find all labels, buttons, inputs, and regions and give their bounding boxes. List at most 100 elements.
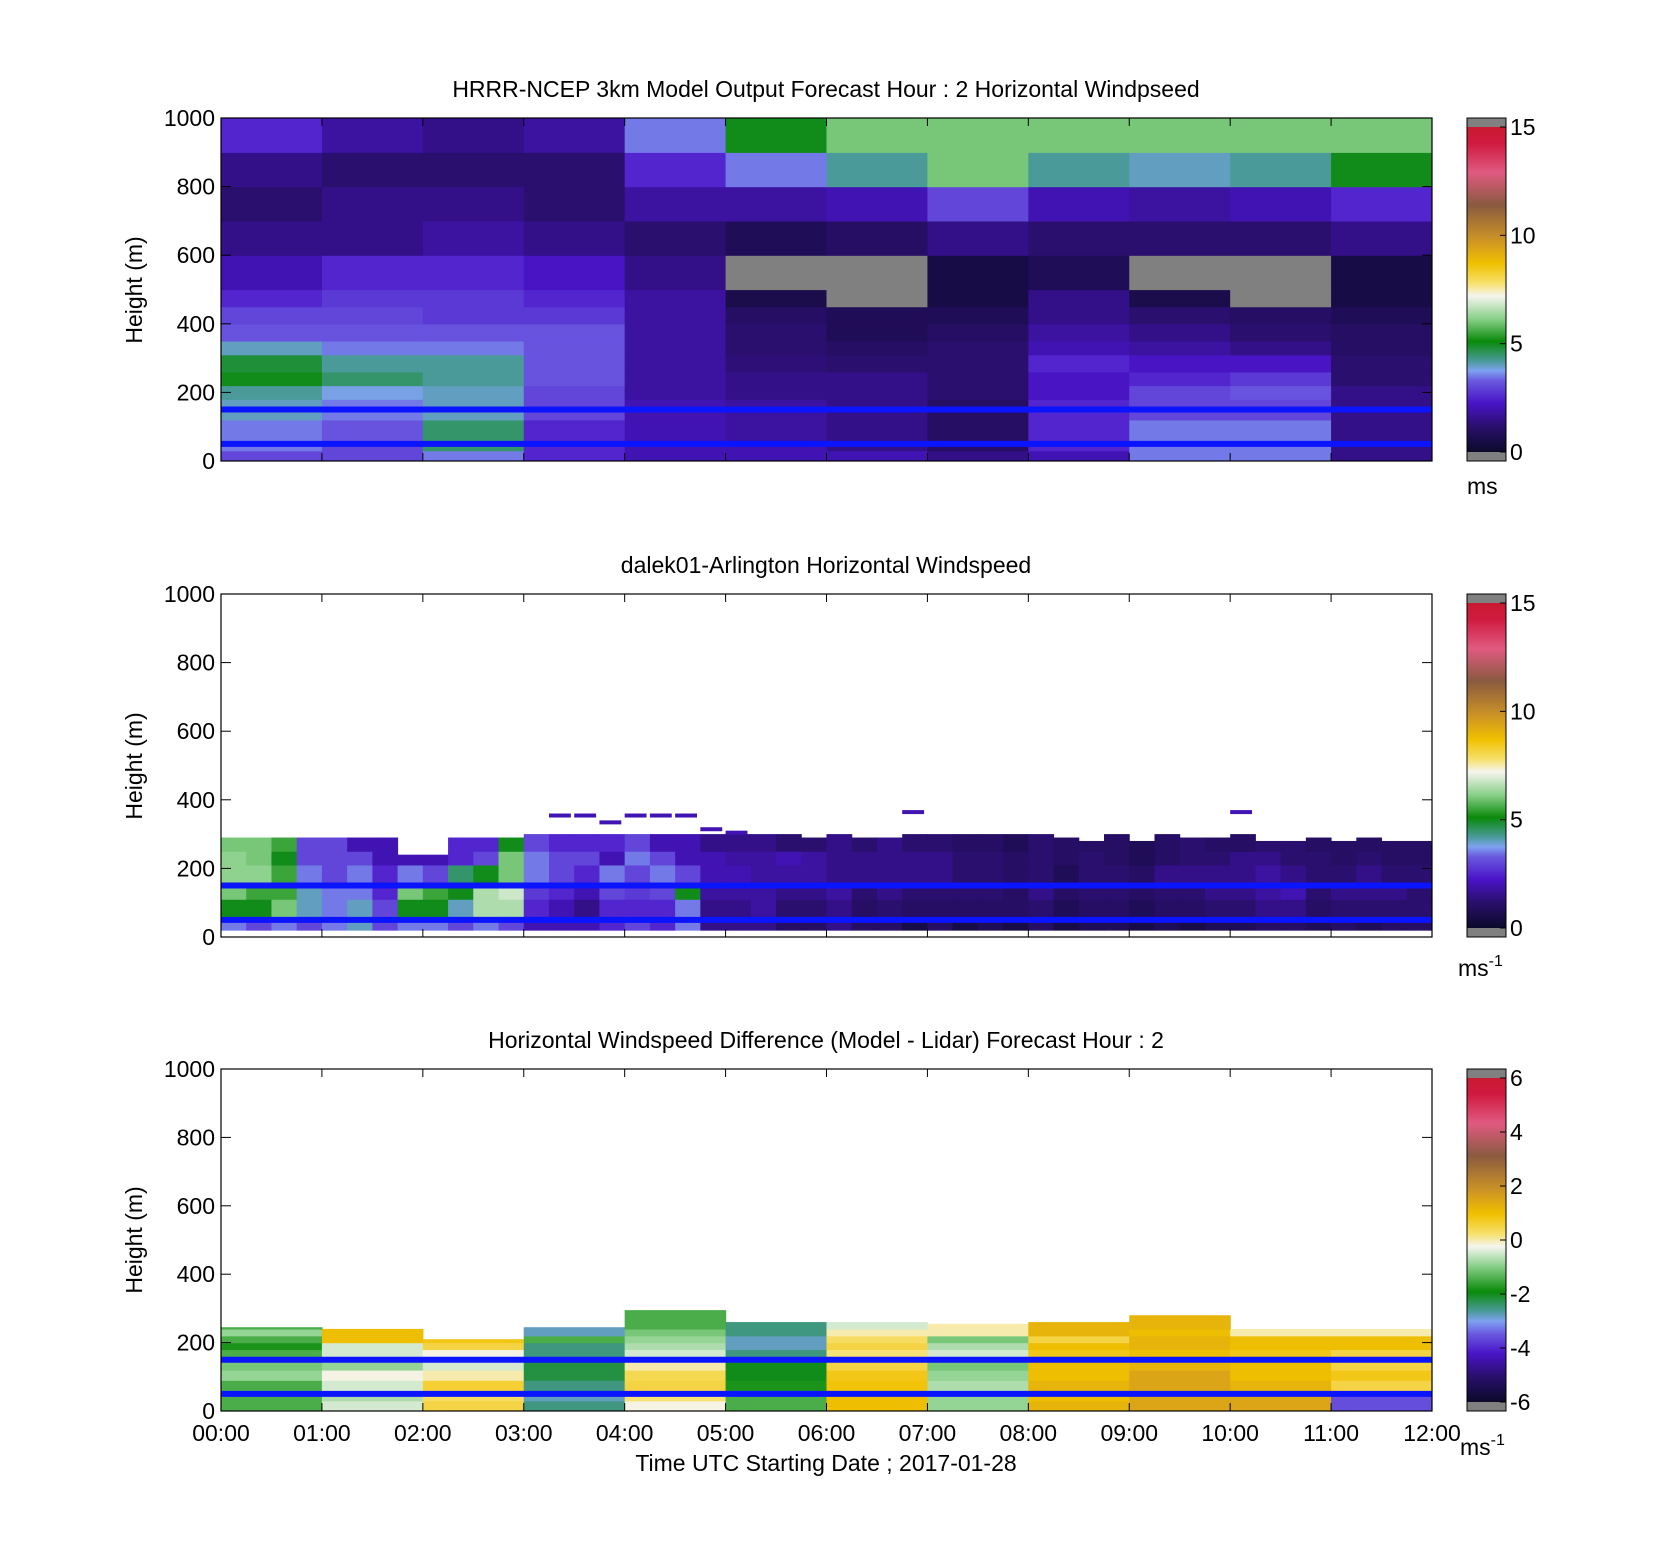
heatmap-cell [977, 851, 1004, 866]
heatmap-cell [902, 834, 928, 852]
heatmap-cell [1305, 899, 1332, 917]
heatmap-cell [548, 851, 575, 866]
x-tick-label: 11:00 [1303, 1420, 1359, 1446]
heatmap-cell [448, 837, 474, 852]
heatmap-cell [523, 834, 550, 852]
heatmap-cell [372, 864, 399, 883]
heatmap-cell [321, 340, 424, 356]
heatmap-cell [246, 851, 272, 866]
heatmap-cell [1255, 864, 1282, 883]
heatmap-cell [473, 864, 500, 883]
heatmap-cell [523, 340, 626, 356]
heatmap-cell [523, 1380, 626, 1392]
heatmap-cell [1331, 371, 1432, 387]
heatmap-cell [902, 864, 928, 883]
heatmap-cell [826, 340, 929, 356]
heatmap-cell [1331, 186, 1432, 222]
y-tick-label: 400 [177, 1261, 215, 1287]
heatmap-cell [1179, 837, 1206, 852]
heatmap-cell [700, 864, 727, 883]
panel-lidar-colorbar-ramp [1467, 603, 1506, 928]
heatmap-cell [725, 323, 828, 342]
panel-difference-colorbar-low-cap [1467, 1402, 1506, 1411]
heatmap-cell [1053, 837, 1080, 852]
heatmap-cell [624, 385, 727, 400]
heatmap-cell [1003, 899, 1029, 917]
heatmap-cell [1129, 1322, 1231, 1330]
heatmap-cell [649, 899, 676, 917]
heatmap-cell [1331, 118, 1432, 153]
panel-model-colorbar-ramp [1467, 127, 1506, 452]
heatmap-cell [624, 419, 727, 442]
heatmap-cell [1331, 1342, 1432, 1351]
heatmap-cell [826, 255, 929, 291]
heatmap-cell [422, 255, 525, 291]
heatmap-cell [1129, 289, 1231, 308]
heatmap-cell [221, 1335, 323, 1344]
panel-model-colorbar-unit: ms [1467, 473, 1498, 499]
x-axis-label: Time UTC Starting Date ; 2017-01-28 [635, 1450, 1016, 1476]
heatmap-cell [321, 419, 424, 442]
heatmap-cell [321, 118, 424, 153]
panel-lidar-title: dalek01-Arlington Horizontal Windspeed [621, 552, 1031, 578]
heatmap-cell [1154, 851, 1181, 866]
heatmap-cell [498, 837, 525, 852]
panel-difference-y-axis: 0 200 400 600 800 1000 [164, 1056, 1432, 1424]
colorbar-tick-label: -2 [1510, 1281, 1530, 1307]
heatmap-cell [1129, 255, 1231, 291]
heatmap-cell [725, 289, 828, 308]
panel-lidar-reference-lines [221, 882, 1432, 923]
heatmap-cell [1230, 371, 1332, 387]
heatmap-cell [1331, 1380, 1432, 1392]
heatmap-cell [1331, 840, 1357, 852]
heatmap-cell [321, 1349, 424, 1361]
heatmap-cell [1129, 323, 1231, 342]
heatmap-cell [725, 255, 828, 291]
panel-model-colorbar-high-cap [1467, 118, 1506, 127]
heatmap-cell [851, 899, 878, 917]
heatmap-cell [927, 255, 1029, 291]
heatmap-cell [927, 1349, 1029, 1361]
panel-lidar-colorbar-unit: ms-1 [1458, 953, 1503, 981]
heatmap-cell [826, 1369, 929, 1381]
heatmap-cell [574, 864, 600, 883]
heatmap-cell [927, 289, 1029, 308]
heatmap-cell [1028, 371, 1130, 387]
panel-model-colorbar: 0 5 10 15 ms [1466, 114, 1536, 499]
heatmap-cell [725, 864, 752, 883]
heatmap-cell [1280, 864, 1307, 883]
heatmap-cell [498, 864, 525, 883]
heatmap-cell [1053, 899, 1080, 917]
heatmap-cell [675, 834, 701, 852]
heatmap-cell [725, 830, 748, 835]
heatmap-cell [221, 899, 247, 917]
heatmap-cell [927, 864, 954, 883]
heatmap-cell [826, 1342, 929, 1351]
x-tick-label: 12:00 [1403, 1420, 1461, 1446]
heatmap-cell [321, 851, 348, 866]
heatmap-cell [1381, 851, 1408, 866]
heatmap-cell [1230, 1328, 1332, 1337]
heatmap-cell [422, 1400, 525, 1411]
heatmap-cell [523, 899, 550, 917]
y-tick-label: 800 [177, 650, 215, 676]
heatmap-cell [952, 851, 979, 866]
heatmap-cell [372, 899, 399, 917]
heatmap-cell [1078, 864, 1105, 883]
heatmap-cell [1406, 840, 1432, 852]
heatmap-cell [725, 1322, 828, 1330]
heatmap-cell [624, 1328, 727, 1337]
heatmap-cell [1230, 289, 1332, 308]
heatmap-cell [1104, 864, 1130, 883]
heatmap-cell [221, 1349, 323, 1361]
heatmap-cell [1230, 810, 1253, 815]
heatmap-cell [927, 385, 1029, 400]
heatmap-cell [296, 837, 323, 852]
heatmap-cell [1381, 840, 1408, 852]
heatmap-cell [1381, 899, 1408, 917]
panel-model-colorbar-ticks: 0 5 10 15 [1500, 114, 1536, 465]
heatmap-cell [1331, 851, 1357, 866]
heatmap-cell [801, 837, 827, 852]
heatmap-cell [523, 118, 626, 153]
panel-difference-title: Horizontal Windspeed Difference (Model -… [488, 1027, 1164, 1053]
